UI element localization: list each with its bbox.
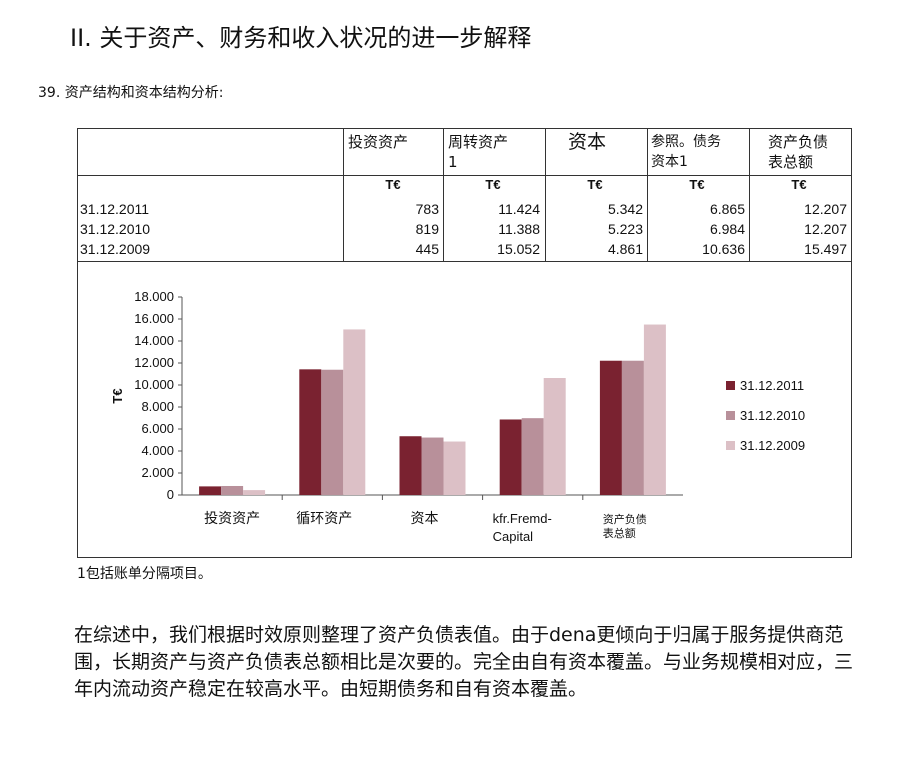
bar [621, 360, 644, 495]
legend-label: 31.12.2009 [740, 438, 805, 453]
y-tick-label: 16.000 [134, 311, 174, 326]
bar [421, 437, 444, 495]
bar [443, 441, 466, 495]
x-category-label: 循环资产 [296, 511, 352, 527]
table-cell: 12.207 [804, 221, 847, 237]
table-cell: 11.388 [498, 221, 540, 237]
y-tick-label: 10.000 [134, 377, 174, 392]
unit-label: T€ [485, 177, 501, 192]
y-axis-title: T€ [110, 388, 125, 403]
col-header-debt-capital: 参照。债务 资本1 [651, 134, 721, 170]
legend-swatch [726, 381, 735, 390]
y-tick-label: 6.000 [141, 421, 174, 436]
x-category-label: 资产负债 [603, 512, 647, 526]
y-tick-label: 14.000 [134, 333, 174, 348]
table-cell: 5.342 [607, 201, 643, 217]
x-category-label: 资本 [411, 511, 439, 527]
bar [599, 360, 622, 495]
bar [243, 490, 266, 495]
bar [321, 369, 344, 495]
bar [343, 329, 366, 495]
unit-label: T€ [689, 177, 705, 192]
legend-label: 31.12.2010 [740, 408, 805, 423]
bar [199, 486, 222, 495]
data-table: 投资资产 周转资产 1 资本 参照。债务 资本1 资产负债 表总额 T€ T€ … [77, 128, 852, 262]
y-tick-label: 2.000 [141, 465, 174, 480]
subsection-heading: 39. 资产结构和资本结构分析: [38, 85, 224, 101]
x-category-label: kfr.Fremd- [493, 511, 552, 526]
y-tick-label: 4.000 [141, 443, 174, 458]
bar [299, 369, 322, 495]
y-tick-label: 0 [167, 487, 174, 502]
table-cell: 10.636 [702, 241, 745, 257]
table-cell: 15.497 [804, 241, 847, 257]
table-cell: 445 [415, 241, 439, 257]
bar [399, 436, 422, 495]
row-date: 31.12.2011 [80, 201, 150, 217]
col-header-capital: 资本 [568, 131, 607, 153]
bar [221, 485, 244, 495]
row-date: 31.12.2009 [80, 241, 151, 257]
section-heading: II. 关于资产、财务和收入状况的进一步解释 [70, 24, 532, 52]
legend-swatch [726, 441, 735, 450]
table-cell: 12.207 [804, 201, 847, 217]
x-category-label: 投资资产 [204, 511, 260, 527]
row-date: 31.12.2010 [80, 221, 151, 237]
table-cell: 11.424 [498, 201, 540, 217]
y-tick-label: 18.000 [134, 289, 174, 304]
legend-swatch [726, 411, 735, 420]
table-cell: 5.223 [607, 221, 643, 237]
bar [543, 378, 566, 495]
bar [499, 419, 522, 495]
bar [643, 324, 666, 495]
table-cell: 6.865 [709, 201, 745, 217]
legend-label: 31.12.2011 [740, 378, 804, 393]
bar-chart: 18.000 16.000 14.000 12.000 10.000 8.000 6.000… [77, 262, 852, 558]
unit-label: T€ [587, 177, 603, 192]
col-header-investment-assets: 投资资产 [348, 133, 409, 151]
footnote: 1包括账单分隔项目。 [77, 566, 212, 582]
table-cell: 15.052 [497, 241, 540, 257]
y-tick-label: 12.000 [134, 355, 174, 370]
y-tick-label: 8.000 [141, 399, 174, 414]
x-category-label: 表总额 [603, 526, 636, 540]
chart-canvas: 18.000 16.000 14.000 12.000 10.000 8.000 6.000… [110, 289, 805, 544]
table-cell: 819 [415, 221, 439, 237]
table-cell: 4.861 [607, 241, 643, 257]
table-cell: 6.984 [709, 221, 745, 237]
table-cell: 783 [415, 201, 439, 217]
unit-label: T€ [791, 177, 807, 192]
col-header-current-assets: 周转资产 1 [448, 133, 509, 171]
summary-paragraph: 在综述中，我们根据时效原则整理了资产负债表值。由于dena更倾向于归属于服务提供… [74, 624, 854, 700]
col-header-balance-total: 资产负债 表总额 [768, 133, 829, 171]
x-category-label: Capital [493, 529, 534, 544]
bar [521, 418, 544, 495]
unit-label: T€ [385, 177, 401, 192]
